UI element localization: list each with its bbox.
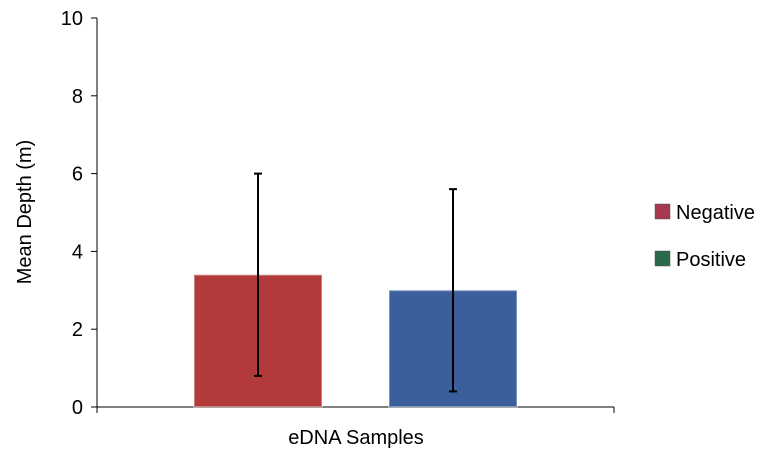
y-tick-label: 6 — [72, 164, 83, 186]
y-tick-label: 10 — [61, 8, 83, 30]
y-axis: 0 2 4 6 8 10 — [61, 8, 98, 419]
y-tick-label: 4 — [72, 241, 83, 263]
y-tick-label: 2 — [72, 319, 83, 341]
legend-label-negative: Negative — [676, 202, 755, 224]
legend-swatch-positive — [654, 250, 671, 267]
x-axis-title: eDNA Samples — [288, 427, 424, 449]
error-bars — [254, 172, 457, 393]
x-axis — [96, 406, 615, 413]
y-tick-label: 0 — [72, 397, 83, 419]
legend-label-positive: Positive — [676, 249, 746, 271]
y-axis-title: Mean Depth (m) — [14, 140, 36, 285]
legend-swatch-negative — [654, 203, 671, 220]
bars — [193, 273, 518, 408]
legend: Negative Positive — [654, 202, 755, 271]
y-tick-label: 8 — [72, 86, 83, 108]
